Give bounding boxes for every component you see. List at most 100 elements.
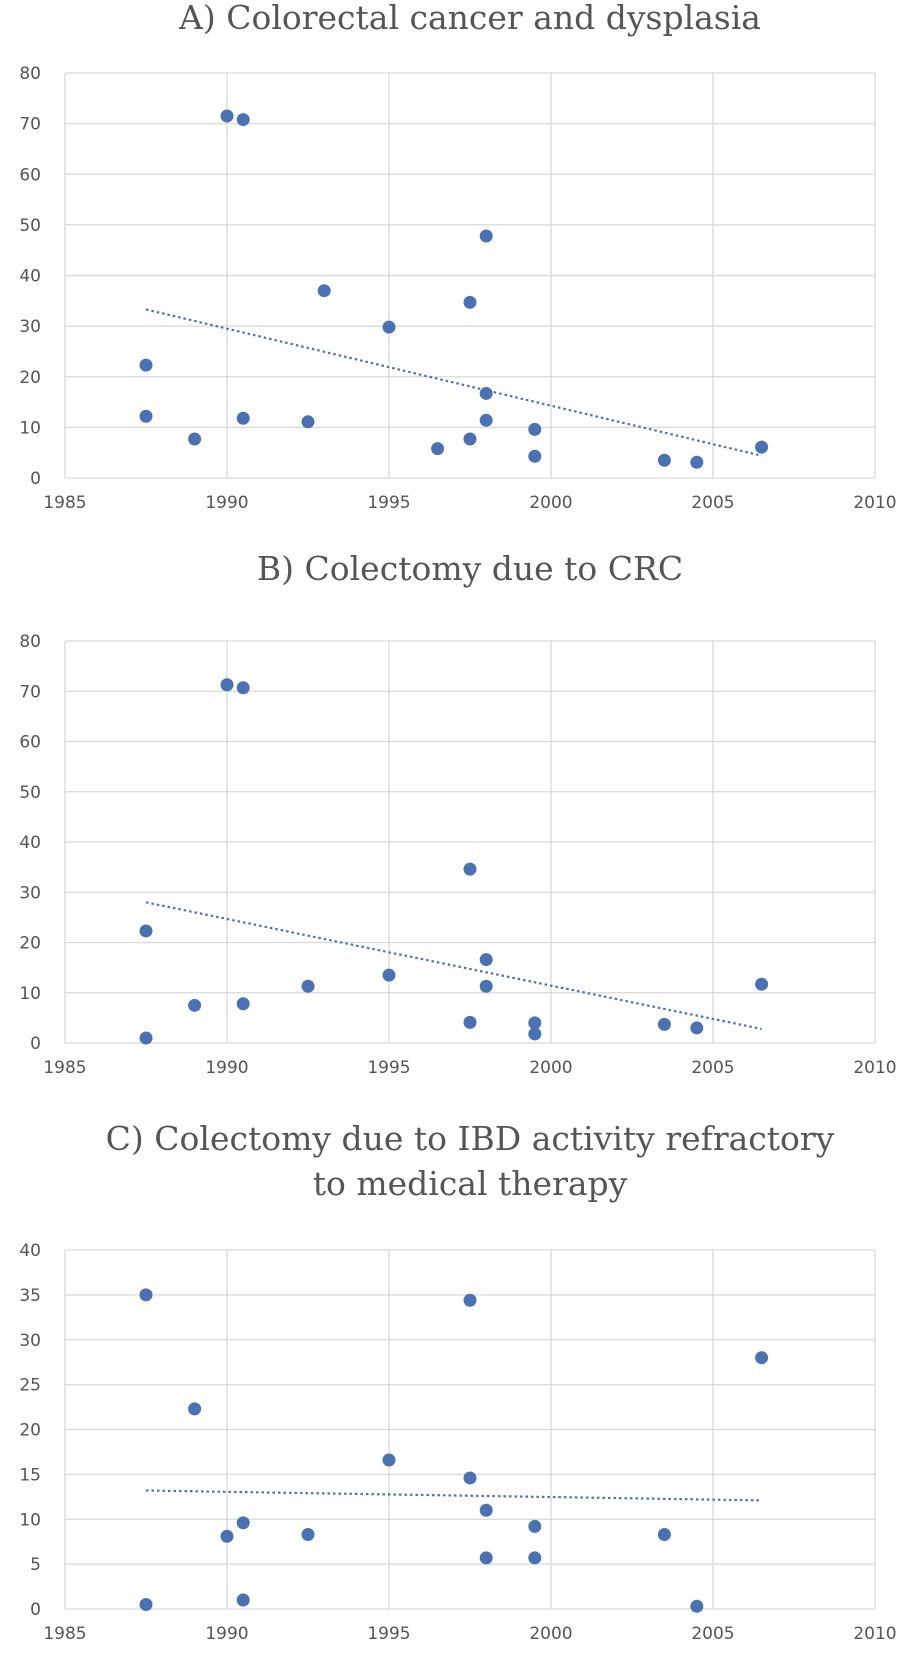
chart-panel-1: A) Colorectal cancer and dysplasia 0 10 20 3…: [19, 0, 896, 513]
data-point: [188, 432, 202, 446]
y-tick-label: 0: [30, 1600, 41, 1620]
data-point: [479, 1551, 493, 1565]
y-tick-label: 30: [19, 317, 41, 337]
data-point: [528, 1519, 542, 1533]
y-tick-label: 40: [19, 267, 41, 287]
y-tick-label: 70: [19, 115, 41, 135]
data-point: [236, 1593, 250, 1607]
y-tick-label: 0: [30, 469, 41, 489]
data-point: [528, 1551, 542, 1565]
data-point: [479, 229, 493, 243]
data-point: [755, 977, 769, 991]
x-tick-label: 2005: [691, 493, 734, 513]
data-point: [301, 1528, 315, 1542]
y-tick-label: 0: [30, 1034, 41, 1054]
data-point: [236, 113, 250, 127]
x-tick-label: 2010: [853, 1058, 896, 1078]
data-point: [755, 440, 769, 454]
y-tick-label: 5: [30, 1555, 41, 1575]
data-point: [220, 678, 234, 692]
data-point: [528, 422, 542, 436]
data-point: [431, 442, 445, 456]
data-point: [479, 413, 493, 427]
data-point: [463, 1015, 477, 1029]
data-point: [479, 1503, 493, 1517]
data-point: [657, 1017, 671, 1031]
y-tick-label: 20: [19, 368, 41, 388]
x-tick-label: 1990: [205, 493, 248, 513]
x-tick-label: 2000: [529, 1058, 572, 1078]
y-tick-label: 15: [19, 1465, 41, 1485]
y-tick-label: 25: [19, 1376, 41, 1396]
x-tick-label: 1990: [205, 1058, 248, 1078]
data-point: [382, 1453, 396, 1467]
x-tick-label: 1985: [43, 1058, 86, 1078]
y-tick-label: 10: [19, 418, 41, 438]
y-tick-label: 40: [19, 1241, 41, 1261]
y-tick-label: 10: [19, 984, 41, 1004]
data-point: [139, 924, 153, 938]
x-tick-label: 2000: [529, 1624, 572, 1644]
x-tick-label: 2005: [691, 1624, 734, 1644]
x-tick-label: 1995: [367, 1058, 410, 1078]
data-point: [139, 1598, 153, 1612]
data-point: [690, 455, 704, 469]
data-point: [236, 411, 250, 425]
data-point: [463, 295, 477, 309]
data-point: [139, 358, 153, 372]
data-point: [463, 1471, 477, 1485]
x-tick-label: 1995: [367, 1624, 410, 1644]
data-point: [382, 968, 396, 982]
x-tick-label: 1990: [205, 1624, 248, 1644]
trendline: [145, 901, 762, 1031]
data-point: [220, 109, 234, 123]
x-tick-label: 1985: [43, 493, 86, 513]
y-tick-label: 20: [19, 934, 41, 954]
y-tick-label: 50: [19, 783, 41, 803]
chart-panel-2: B) Colectomy due to CRC 0 10 20 30 40 50 60 70 80…: [19, 549, 896, 1078]
chart-panel-3: C) Colectomy due to IBD activity refract…: [19, 1119, 896, 1644]
data-point: [236, 1516, 250, 1530]
data-point: [528, 1027, 542, 1041]
y-tick-label: 80: [19, 64, 41, 84]
data-point: [139, 409, 153, 423]
chart-title: C) Colectomy due to IBD activity refract…: [106, 1119, 835, 1158]
data-point: [236, 681, 250, 695]
x-tick-label: 2010: [853, 493, 896, 513]
data-point: [301, 415, 315, 429]
y-tick-label: 70: [19, 682, 41, 702]
data-point: [690, 1021, 704, 1035]
trendline: [145, 1489, 762, 1502]
y-tick-label: 35: [19, 1286, 41, 1306]
chart-title: A) Colorectal cancer and dysplasia: [178, 0, 761, 37]
data-point: [755, 1351, 769, 1365]
x-tick-label: 2000: [529, 493, 572, 513]
data-point: [188, 998, 202, 1012]
data-point: [528, 1016, 542, 1030]
y-tick-label: 80: [19, 632, 41, 652]
data-point: [479, 386, 493, 400]
x-tick-label: 1995: [367, 493, 410, 513]
data-point: [657, 1528, 671, 1542]
x-tick-label: 1985: [43, 1624, 86, 1644]
trendline: [145, 308, 762, 457]
data-point: [139, 1288, 153, 1302]
data-point: [220, 1529, 234, 1543]
data-point: [236, 997, 250, 1011]
chart-title: B) Colectomy due to CRC: [257, 549, 683, 588]
data-point: [479, 953, 493, 967]
y-tick-label: 30: [19, 883, 41, 903]
data-point: [690, 1599, 704, 1613]
x-tick-label: 2005: [691, 1058, 734, 1078]
y-tick-label: 60: [19, 733, 41, 753]
data-point: [139, 1031, 153, 1045]
data-point: [301, 979, 315, 993]
y-tick-label: 60: [19, 165, 41, 185]
data-point: [657, 453, 671, 467]
data-point: [463, 432, 477, 446]
data-point: [479, 979, 493, 993]
y-tick-label: 10: [19, 1510, 41, 1530]
data-point: [188, 1402, 202, 1416]
data-point: [463, 862, 477, 876]
